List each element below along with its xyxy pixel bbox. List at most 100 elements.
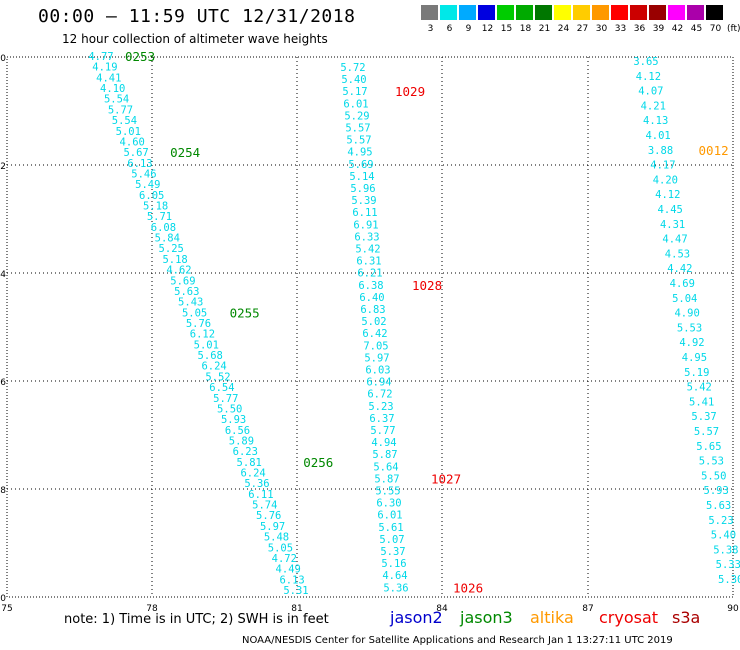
swh-value: 5.01 [194,339,219,351]
x-tick-label: 90 [727,604,739,614]
legend-swatch [440,5,457,20]
swh-value: 6.12 [190,329,215,341]
legend-swatch [611,5,628,20]
legend-unit: (ft) [727,24,740,34]
legend-swatch [535,5,552,20]
x-tick-label: 75 [1,604,12,614]
swh-value: 6.40 [359,292,384,304]
swh-value: 5.05 [182,307,207,319]
swh-value: 6.08 [151,222,176,234]
legend-label: 9 [465,24,472,34]
legend-label: 21 [538,24,551,34]
swh-value: 4.77 [88,51,113,63]
swh-value: 5.17 [342,86,367,98]
swh-value: 5.87 [374,473,399,485]
x-tick-label: 81 [291,604,302,614]
legend-swatch [687,5,704,20]
legend-swatch [421,5,438,20]
swh-value: 6.01 [377,510,402,522]
swh-value: 5.16 [381,558,406,570]
swh-value: 5.07 [379,534,404,546]
legend-swatch [497,5,514,20]
swh-value: 6.13 [127,158,152,170]
legend-swatch [573,5,590,20]
swh-value: 5.63 [706,500,731,512]
swh-value: 4.53 [665,248,690,260]
x-tick-label: 84 [436,604,448,614]
swh-value: 5.76 [256,510,281,522]
swh-value: 5.36 [383,582,408,594]
swh-value: 5.54 [112,115,137,127]
pass-time-label: 1028 [412,278,442,293]
swh-value: 5.97 [364,352,389,364]
legend-swatch [668,5,685,20]
swh-value: 5.81 [237,457,262,469]
swh-value: 6.21 [357,268,382,280]
swh-value: 5.36 [244,478,269,490]
swh-value: 4.72 [272,553,297,565]
swh-value: 5.37 [380,546,405,558]
swh-value: 4.12 [655,189,680,201]
swh-value: 5.33 [716,559,740,571]
swh-value: 5.49 [135,179,160,191]
swh-value: 4.60 [120,136,145,148]
swh-value: 4.41 [96,72,121,84]
swh-value: 4.31 [660,219,685,231]
swh-value: 6.56 [225,425,250,437]
swh-value: 5.65 [696,441,721,453]
swh-value: 3.65 [633,56,658,68]
legend-label: 24 [557,24,570,34]
swh-value: 4.10 [100,83,125,95]
map-title: 00:00 – 11:59 UTC 12/31/2018 [38,6,356,27]
swh-value: 6.54 [209,382,234,394]
swh-value: 5.53 [677,322,702,334]
satellite-jason3: jason3 [460,608,513,627]
legend-swatch [592,5,609,20]
swh-value: 6.38 [358,280,383,292]
swh-value: 5.48 [264,532,289,544]
satellite-jason2: jason2 [390,608,443,627]
swh-value: 5.87 [372,449,397,461]
swh-value: 5.54 [104,94,129,106]
swh-value: 5.61 [378,522,403,534]
swh-value: 6.05 [139,190,164,202]
swh-value: 5.05 [268,542,293,554]
satellite-cryosat: cryosat [599,608,659,627]
pass-time-label: 0253 [125,49,155,64]
swh-value: 6.11 [352,207,377,219]
swh-value: 4.49 [276,564,301,576]
swh-value: 5.23 [368,401,393,413]
swh-value: 4.62 [166,265,191,277]
swh-value: 6.91 [353,219,378,231]
swh-value: 6.37 [369,413,394,425]
swh-value: 4.95 [347,147,372,159]
swh-value: 5.63 [174,286,199,298]
legend-label: 30 [595,24,608,34]
pass-time-label: 0012 [699,143,729,158]
swh-value: 5.68 [198,350,223,362]
y-tick-label: -18 [0,486,6,496]
swh-value: 5.25 [159,243,184,255]
swh-value: 6.24 [240,468,265,480]
swh-value: 5.84 [155,233,180,245]
swh-value: 5.69 [170,275,195,287]
x-tick-label: 87 [582,604,593,614]
swh-value: 5.39 [351,195,376,207]
swh-value: 5.18 [162,254,187,266]
swh-value: 5.40 [341,74,366,86]
swh-value: 6.33 [354,231,379,243]
y-tick-label: -20 [0,594,6,604]
swh-value: 6.24 [201,361,226,373]
y-tick-label: -16 [0,378,6,388]
swh-value: 5.37 [691,411,716,423]
swh-value: 4.92 [679,337,704,349]
swh-value: 5.72 [340,62,365,74]
legend-swatch [554,5,571,20]
swh-value: 5.01 [116,126,141,138]
swh-value: 4.42 [667,263,692,275]
legend-label: 70 [709,24,722,34]
swh-value: 5.41 [689,396,714,408]
swh-value: 6.23 [233,446,258,458]
swh-value: 4.64 [382,570,407,582]
